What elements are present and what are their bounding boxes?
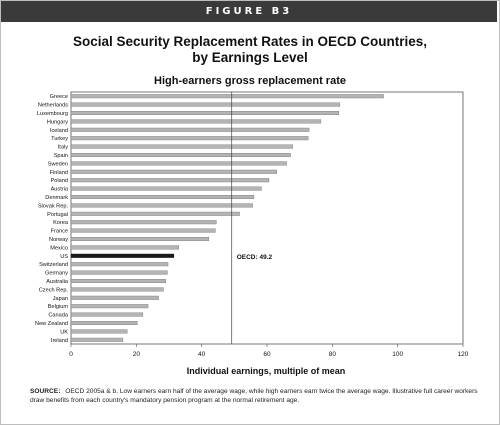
bar-germany bbox=[70, 270, 168, 275]
bar-japan bbox=[70, 295, 159, 300]
category-label: Czech Rep. bbox=[39, 287, 69, 293]
bar-belgium bbox=[70, 304, 149, 309]
bar-poland bbox=[70, 178, 270, 183]
bar-italy bbox=[70, 144, 294, 149]
bar-mexico bbox=[70, 245, 180, 250]
category-label: Finland bbox=[50, 170, 68, 176]
source-text: OECD 2005a & b. Low earners earn half of… bbox=[30, 388, 478, 404]
category-label: Greece bbox=[50, 94, 68, 100]
bar-austria bbox=[70, 186, 262, 191]
bar-france bbox=[70, 228, 216, 233]
category-label: Belgium bbox=[48, 304, 69, 310]
category-label: Hungary bbox=[47, 119, 68, 125]
category-label: US bbox=[60, 254, 68, 260]
bar-australia bbox=[70, 279, 166, 284]
x-axis-title: Individual earnings, multiple of mean bbox=[186, 366, 346, 376]
bar-norway bbox=[70, 236, 210, 241]
category-label: Norway bbox=[49, 237, 68, 243]
category-label: New Zealand bbox=[35, 321, 68, 327]
bar-netherlands bbox=[70, 102, 341, 107]
x-tick-label: 20 bbox=[133, 351, 141, 358]
x-tick-label: 120 bbox=[458, 351, 469, 358]
category-label: Korea bbox=[53, 220, 69, 226]
category-label: Sweden bbox=[48, 161, 68, 167]
bar-greece bbox=[70, 94, 384, 99]
bar-switzerland bbox=[70, 262, 169, 267]
bar-luxembourg bbox=[70, 110, 340, 115]
source-note: SOURCE: OECD 2005a & b. Low earners earn… bbox=[30, 387, 485, 405]
category-label: Turkey bbox=[51, 136, 68, 142]
bar-uk bbox=[70, 329, 128, 334]
category-label: Ireland bbox=[51, 338, 68, 344]
x-tick-label: 80 bbox=[329, 351, 337, 358]
chart-title-line-2: by Earnings Level bbox=[192, 50, 308, 65]
bar-ireland bbox=[70, 337, 124, 342]
category-label: Switzerland bbox=[39, 262, 68, 268]
category-label: Luxembourg bbox=[37, 111, 68, 117]
category-label: Netherlands bbox=[38, 103, 68, 109]
category-label: Austria bbox=[51, 187, 69, 193]
bar-czech-rep- bbox=[70, 287, 164, 292]
category-label: UK bbox=[60, 329, 68, 335]
figure-label: FIGURE B3 bbox=[1, 1, 497, 22]
category-label: Iceland bbox=[50, 128, 68, 134]
x-tick-label: 40 bbox=[198, 351, 206, 358]
source-label: SOURCE: bbox=[30, 388, 61, 395]
plot-area bbox=[70, 91, 464, 345]
bar-sweden bbox=[70, 161, 287, 166]
bar-new-zealand bbox=[70, 321, 138, 326]
bar-portugal bbox=[70, 211, 240, 216]
bar-turkey bbox=[70, 136, 309, 141]
oecd-average-label: OECD: 49.2 bbox=[237, 254, 273, 261]
bar-denmark bbox=[70, 194, 255, 199]
bar-spain bbox=[70, 152, 291, 157]
bar-korea bbox=[70, 220, 217, 225]
category-label: France bbox=[51, 229, 68, 235]
category-label: Portugal bbox=[47, 212, 68, 218]
category-label: Italy bbox=[58, 145, 68, 151]
x-tick-label: 100 bbox=[392, 351, 403, 358]
category-label: Germany bbox=[45, 271, 68, 277]
chart-title-line-1: Social Security Replacement Rates in OEC… bbox=[72, 34, 428, 49]
bar-iceland bbox=[70, 127, 310, 132]
bar-canada bbox=[70, 312, 144, 317]
category-label: Australia bbox=[46, 279, 69, 285]
bar-finland bbox=[70, 169, 278, 174]
bar-us bbox=[70, 253, 175, 258]
category-label: Slovak Rep. bbox=[38, 203, 69, 209]
x-tick-label: 60 bbox=[263, 351, 271, 358]
category-label: Japan bbox=[53, 296, 68, 302]
category-label: Canada bbox=[48, 313, 68, 319]
category-label: Mexico bbox=[50, 245, 68, 251]
category-label: Poland bbox=[51, 178, 68, 184]
bar-slovak-rep- bbox=[70, 203, 253, 208]
x-tick-label: 0 bbox=[69, 351, 73, 358]
bar-hungary bbox=[70, 119, 322, 124]
category-label: Denmark bbox=[45, 195, 68, 201]
chart-subtitle: High-earners gross replacement rate bbox=[154, 75, 346, 87]
category-label: Spain bbox=[54, 153, 68, 159]
